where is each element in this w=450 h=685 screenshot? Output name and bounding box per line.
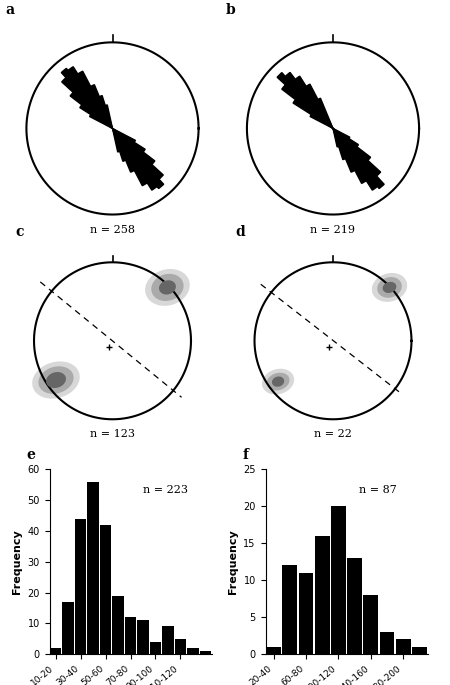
Polygon shape <box>333 129 339 147</box>
Polygon shape <box>112 129 155 164</box>
Text: a: a <box>5 3 15 17</box>
Y-axis label: Frequency: Frequency <box>228 530 238 594</box>
Polygon shape <box>80 105 112 129</box>
Polygon shape <box>112 129 120 152</box>
Text: n = 258: n = 258 <box>90 225 135 235</box>
Polygon shape <box>333 129 355 172</box>
Bar <box>162 626 174 654</box>
Polygon shape <box>39 367 73 393</box>
Text: b: b <box>226 3 236 17</box>
Text: n = 223: n = 223 <box>144 485 189 495</box>
Y-axis label: Frequency: Frequency <box>12 530 22 594</box>
Polygon shape <box>152 275 183 300</box>
Polygon shape <box>310 114 333 129</box>
Polygon shape <box>61 68 112 129</box>
Polygon shape <box>378 277 401 297</box>
Bar <box>112 595 124 654</box>
Bar <box>347 558 362 654</box>
Text: d: d <box>235 225 245 239</box>
Text: n = 22: n = 22 <box>314 429 352 438</box>
Text: e: e <box>27 448 36 462</box>
Bar <box>50 648 62 654</box>
Polygon shape <box>282 85 333 129</box>
Polygon shape <box>267 373 289 390</box>
Bar <box>363 595 378 654</box>
Polygon shape <box>90 114 112 129</box>
Polygon shape <box>160 281 175 294</box>
Polygon shape <box>333 129 358 147</box>
Polygon shape <box>112 129 163 179</box>
Bar <box>137 621 148 654</box>
Polygon shape <box>333 129 366 184</box>
Polygon shape <box>373 274 406 301</box>
Polygon shape <box>285 73 333 129</box>
Polygon shape <box>318 98 333 129</box>
Polygon shape <box>333 129 384 188</box>
Polygon shape <box>273 377 284 386</box>
Polygon shape <box>333 129 346 160</box>
Polygon shape <box>112 129 147 186</box>
Text: n = 219: n = 219 <box>310 225 356 235</box>
Bar <box>100 525 111 654</box>
Polygon shape <box>112 129 164 188</box>
Bar <box>199 651 211 654</box>
Polygon shape <box>33 362 79 398</box>
Bar <box>396 639 411 654</box>
Polygon shape <box>295 76 333 129</box>
Polygon shape <box>383 282 396 292</box>
Bar <box>315 536 330 654</box>
Polygon shape <box>112 129 145 152</box>
Polygon shape <box>333 129 370 160</box>
Polygon shape <box>112 129 157 190</box>
Polygon shape <box>293 99 333 129</box>
Polygon shape <box>78 71 112 129</box>
Polygon shape <box>68 66 112 129</box>
Bar <box>75 519 86 654</box>
Bar <box>87 482 99 654</box>
Bar <box>298 573 314 654</box>
Polygon shape <box>333 129 350 138</box>
Polygon shape <box>306 84 333 129</box>
Polygon shape <box>112 129 135 142</box>
Text: n = 123: n = 123 <box>90 429 135 438</box>
Polygon shape <box>90 85 112 129</box>
Polygon shape <box>263 369 293 394</box>
Polygon shape <box>112 129 135 172</box>
Polygon shape <box>146 270 189 305</box>
Polygon shape <box>62 77 112 129</box>
Text: n = 87: n = 87 <box>360 485 397 495</box>
Bar <box>63 602 74 654</box>
Polygon shape <box>277 73 333 129</box>
Polygon shape <box>99 96 112 129</box>
Bar <box>412 647 427 654</box>
Polygon shape <box>105 105 112 129</box>
Bar <box>379 632 395 654</box>
Bar <box>282 565 297 654</box>
Bar <box>150 642 161 654</box>
Polygon shape <box>47 373 65 387</box>
Bar <box>331 506 346 654</box>
Bar <box>125 617 136 654</box>
Polygon shape <box>112 129 126 161</box>
Polygon shape <box>70 92 112 129</box>
Polygon shape <box>333 129 381 176</box>
Bar <box>175 638 186 654</box>
Bar <box>266 647 281 654</box>
Polygon shape <box>333 129 378 190</box>
Text: c: c <box>15 225 23 239</box>
Text: f: f <box>243 448 249 462</box>
Bar <box>187 648 198 654</box>
